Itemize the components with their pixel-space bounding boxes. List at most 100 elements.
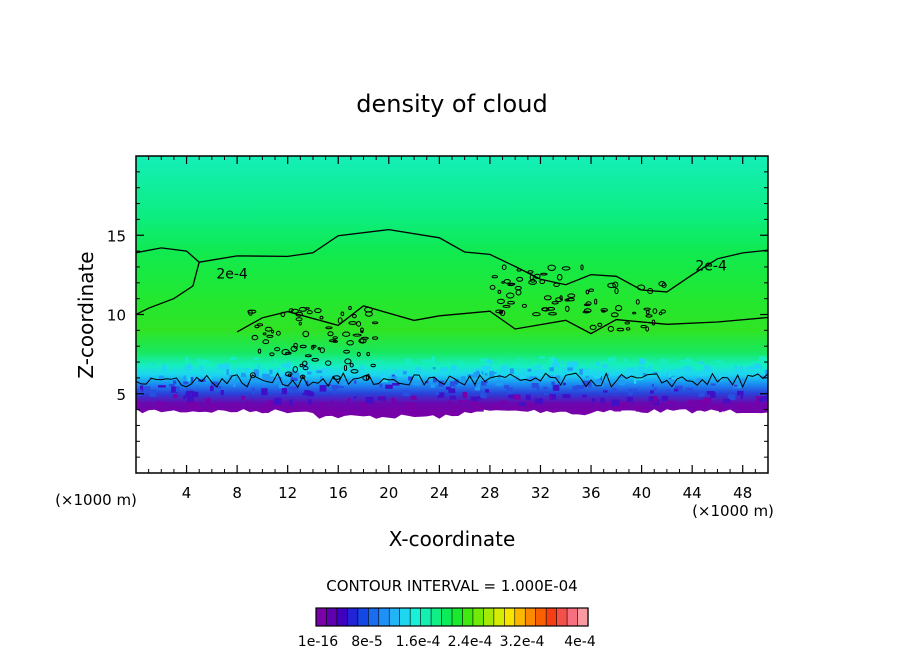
contour-fragment [632,311,637,315]
contour-fragment [614,287,619,295]
texture-cell [198,379,206,382]
texture-cell [636,366,643,371]
texture-cell [685,387,694,393]
texture-cell [333,387,337,394]
texture-cell [711,392,716,398]
contour-fragment [348,305,352,311]
texture-cell [190,376,194,384]
texture-cell [361,401,368,407]
texture-cell [319,385,327,392]
contour-fragment [580,264,584,271]
texture-cell [670,376,676,384]
texture-cell [424,381,429,384]
colorbar-swatch [545,607,558,627]
contour-fragment [585,289,590,295]
colorbar-swatch [409,607,422,627]
contour-fragment [497,289,502,294]
texture-cell [474,384,481,391]
texture-cell [169,405,173,409]
contour-fragment [247,309,257,314]
texture-cell [696,378,703,384]
contour-fragment [314,308,322,314]
contour-fragment [370,363,376,368]
texture-cell [654,365,662,371]
texture-cell [737,390,744,396]
colorbar-swatch [472,607,484,627]
texture-cell [579,368,586,375]
contour-fragment [543,295,552,301]
texture-cell [583,380,590,387]
contour-fragment [551,301,559,305]
contour-1e-4 [136,372,768,389]
texture-cell [297,375,303,380]
texture-cell [592,398,596,402]
colorbar-label: 1e-16 [298,634,338,650]
texture-cell [509,368,514,374]
texture-cell [412,381,421,386]
colorbar-swatch [315,607,328,627]
texture-cell [289,399,293,406]
texture-cell [373,359,377,364]
colorbar-swatch [535,607,547,627]
texture-cell [151,362,154,365]
texture-cell [479,370,482,376]
colorbar-label: 2.4e-4 [448,634,493,650]
texture-cell [481,381,487,386]
x-tick-label: 32 [531,484,550,502]
texture-cell [307,371,312,375]
texture-cell [525,394,531,401]
contour-fragment [565,305,570,312]
contour-fragment [251,334,259,341]
contour-fragment [291,308,299,314]
texture-cell [197,358,202,365]
texture-cell [544,392,548,395]
texture-cell [549,395,552,400]
texture-cell [570,361,578,368]
colorbar-label: 4e-4 [564,634,596,650]
texture-cell [245,368,249,375]
texture-cell [614,388,617,392]
texture-cell [620,402,628,409]
texture-cell [457,400,464,404]
texture-cell [483,365,492,371]
texture-cell [265,365,271,368]
contour-fragment [257,348,262,354]
texture-cell [431,356,435,363]
contour-fragment [540,272,548,276]
texture-cell [173,394,178,398]
texture-cell [379,383,383,388]
contour-fragment [311,345,315,350]
texture-cell [555,375,561,382]
contour-fragment [502,304,511,308]
texture-cell [269,369,273,375]
texture-cell [139,385,144,393]
texture-cell [226,369,229,376]
texture-cell [220,390,224,396]
contour-fragment [302,360,308,366]
texture-cell [267,376,274,383]
contour-fragment [661,282,667,288]
colorbar-label: 1.6e-4 [396,634,441,650]
texture-cell [447,362,450,368]
contour-fragment [636,284,646,291]
texture-cell [531,383,539,388]
texture-cell [484,372,488,376]
texture-cell [734,365,738,372]
contour-fragment [332,375,341,380]
texture-cell [738,402,741,410]
texture-cell [385,384,393,389]
contour-fragment [635,299,640,305]
contour-fragment [319,347,325,354]
texture-cell [696,400,704,404]
contour-fragment [344,358,352,365]
contour-fragment [567,293,576,299]
contour-fragment [527,270,534,274]
texture-cell [241,395,245,400]
texture-cell [214,386,222,389]
texture-cell [598,373,602,379]
contour-label: 2e-4 [695,258,727,274]
texture-cell [274,358,277,364]
colorbar-swatch [514,607,526,627]
colorbar-swatch [441,607,453,627]
